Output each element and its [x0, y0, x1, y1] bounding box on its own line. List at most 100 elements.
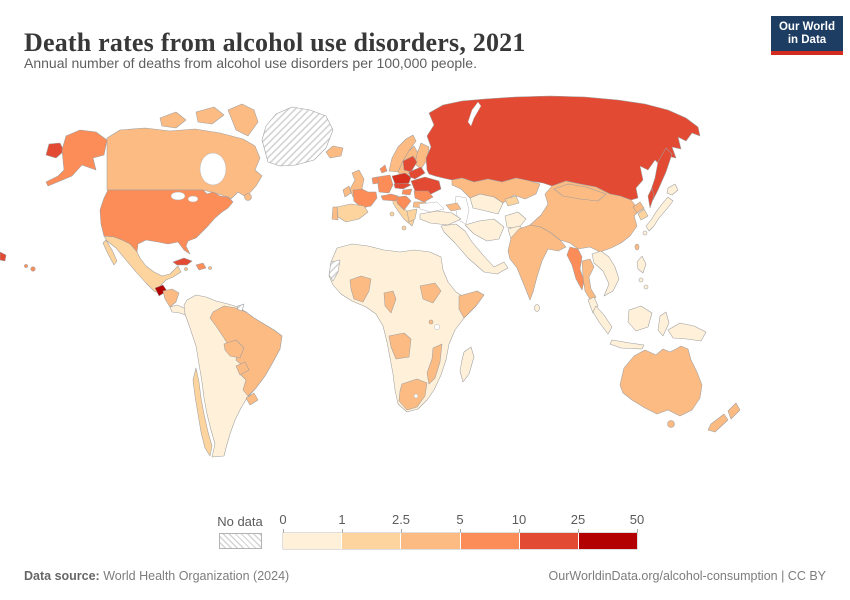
country-kazakhstan[interactable] [451, 177, 541, 204]
country-turkey[interactable] [419, 210, 462, 226]
country-australia[interactable] [619, 345, 703, 417]
country-philippines-3[interactable] [643, 284, 649, 290]
country-hawaii-2[interactable] [30, 266, 36, 272]
country-philippines-2[interactable] [638, 277, 644, 283]
country-rwanda-burundi[interactable] [428, 319, 434, 325]
legend-tick-mark [519, 529, 520, 533]
country-uruguay[interactable] [245, 392, 259, 406]
country-baja-california[interactable] [102, 239, 118, 266]
country-somalia[interactable] [458, 290, 485, 319]
country-vietnam-laos[interactable] [591, 250, 620, 297]
footer-source: Data source: World Health Organization (… [24, 569, 289, 583]
hudson-bay [199, 152, 227, 186]
legend-tick-label: 10 [511, 512, 527, 527]
owid-logo[interactable]: Our World in Data [771, 16, 843, 55]
country-india[interactable] [507, 224, 567, 301]
page-title: Death rates from alcohol use disorders, … [24, 28, 526, 58]
country-iceland[interactable] [325, 145, 344, 159]
country-chile[interactable] [192, 367, 213, 457]
country-north-korea[interactable] [632, 201, 645, 214]
country-afghanistan[interactable] [504, 211, 527, 230]
country-hawaii-1[interactable] [24, 264, 28, 268]
country-austria-switzerland[interactable] [380, 193, 399, 202]
country-madagascar[interactable] [459, 346, 475, 383]
country-hungary[interactable] [401, 188, 413, 196]
country-sakhalin[interactable] [647, 187, 655, 209]
country-greece[interactable] [406, 208, 418, 223]
country-thailand[interactable] [581, 258, 597, 302]
country-france[interactable] [352, 188, 378, 209]
country-poland[interactable] [391, 172, 412, 185]
country-chukotka[interactable] [45, 142, 65, 159]
country-ghana-burkina[interactable] [349, 275, 372, 303]
country-spain[interactable] [336, 203, 369, 223]
country-philippines[interactable] [636, 255, 647, 274]
country-bolivia[interactable] [223, 339, 245, 359]
country-newfoundland[interactable] [244, 193, 252, 201]
country-new-zealand-south[interactable] [707, 413, 729, 433]
country-canada-arctic-2[interactable] [195, 106, 225, 125]
country-germany[interactable] [376, 174, 394, 194]
country-balkans[interactable] [396, 195, 412, 211]
country-arabia[interactable] [440, 223, 509, 275]
country-mexico[interactable] [103, 235, 182, 295]
country-sicily[interactable] [401, 225, 407, 231]
country-canada[interactable] [106, 127, 263, 200]
country-kamchatka[interactable] [649, 147, 673, 201]
great-lakes-east [187, 195, 199, 203]
country-kyushu[interactable] [642, 230, 648, 236]
country-iran[interactable] [464, 218, 505, 242]
country-portugal[interactable] [331, 206, 339, 221]
country-canada-arctic-3[interactable] [227, 103, 259, 137]
country-alaska[interactable] [45, 129, 108, 187]
country-canada-arctic-1[interactable] [159, 111, 187, 129]
country-south-korea[interactable] [637, 208, 649, 221]
country-new-zealand-north[interactable] [727, 402, 741, 420]
country-sumatra[interactable] [592, 305, 613, 335]
country-new-guinea[interactable] [667, 322, 707, 342]
country-hokkaido[interactable] [666, 183, 679, 196]
country-south-sudan[interactable] [419, 282, 442, 304]
country-paraguay[interactable] [235, 361, 250, 376]
footer-credit-link[interactable]: OurWorldinData.org/alcohol-consumption |… [548, 569, 826, 583]
country-central-asia[interactable] [469, 193, 504, 215]
country-ireland[interactable] [342, 185, 352, 198]
country-chukotka-wrap[interactable] [0, 251, 7, 262]
country-puerto-rico[interactable] [208, 266, 212, 270]
legend-bin[interactable] [519, 533, 579, 549]
country-honduras-nicaragua[interactable] [162, 288, 180, 308]
country-angola[interactable] [388, 332, 412, 360]
legend-bin[interactable] [578, 533, 638, 549]
country-myanmar[interactable] [566, 246, 585, 291]
country-sri-lanka[interactable] [534, 304, 540, 312]
country-japan[interactable] [645, 196, 674, 232]
country-french-guiana[interactable] [236, 303, 245, 312]
country-romania[interactable] [413, 190, 434, 203]
country-kyrgyzstan-tajikistan[interactable] [504, 195, 520, 207]
legend-bin[interactable] [460, 533, 520, 549]
country-borneo[interactable] [627, 305, 653, 332]
country-cameroon[interactable] [383, 290, 397, 314]
country-benelux[interactable] [371, 176, 380, 185]
country-jamaica[interactable] [184, 267, 188, 271]
country-sulawesi[interactable] [657, 311, 670, 337]
country-south-africa[interactable] [398, 378, 428, 411]
country-mongolia[interactable] [553, 183, 607, 202]
country-tasmania[interactable] [667, 420, 675, 428]
country-sardinia[interactable] [389, 211, 395, 217]
country-java[interactable] [609, 339, 645, 350]
country-denmark[interactable] [379, 164, 388, 174]
legend-bin[interactable] [283, 533, 343, 549]
legend-no-data-swatch[interactable] [219, 533, 262, 549]
country-baltics[interactable] [402, 155, 418, 173]
country-belarus[interactable] [408, 166, 426, 180]
country-hispaniola[interactable] [195, 262, 207, 271]
country-greenland[interactable] [261, 106, 334, 167]
country-taiwan[interactable] [634, 243, 640, 251]
country-western-sahara[interactable] [328, 259, 341, 282]
country-caucasus[interactable] [445, 202, 462, 212]
country-cuba[interactable] [172, 257, 193, 266]
legend-bin[interactable] [401, 533, 461, 549]
country-mozambique[interactable] [426, 343, 443, 385]
legend-bin[interactable] [342, 533, 402, 549]
